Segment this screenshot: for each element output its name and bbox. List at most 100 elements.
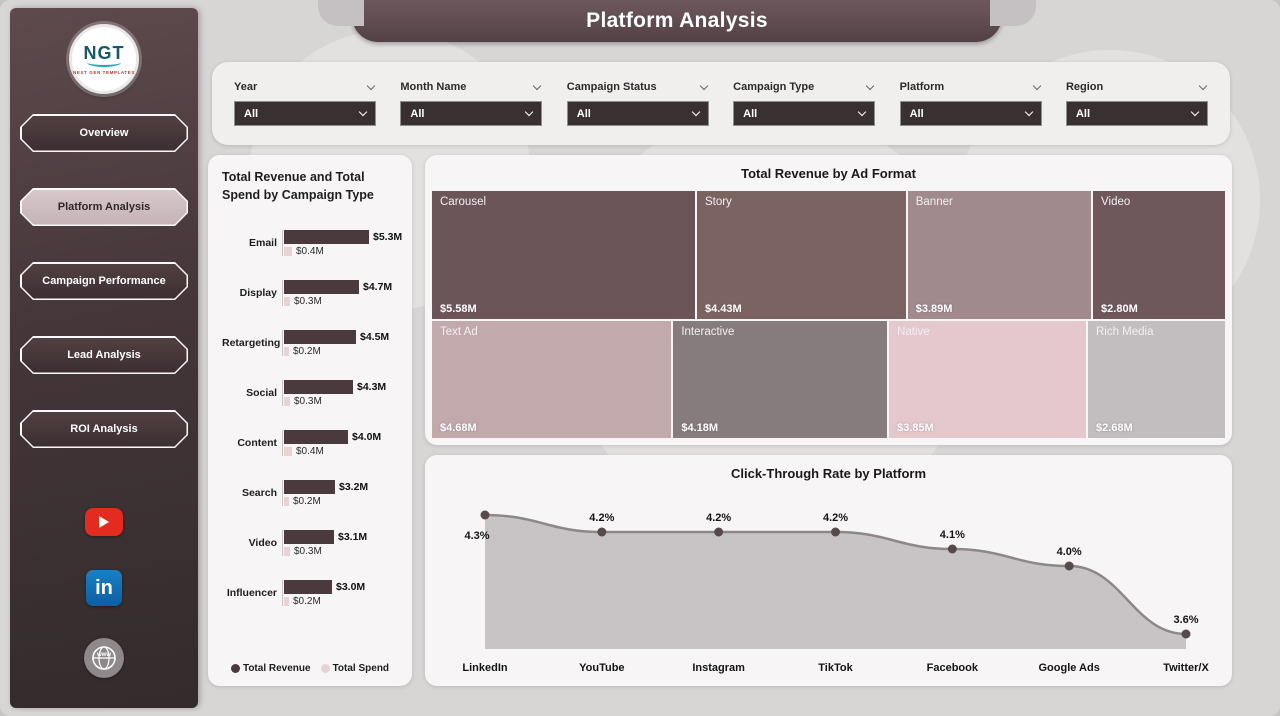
brand-logo: NGT NEXT GEN TEMPLATES	[69, 24, 139, 94]
treemap-cell-carousel[interactable]: Carousel $5.58M	[432, 191, 695, 319]
ctr-point-instagram[interactable]	[714, 527, 724, 537]
treemap-cell-value: $2.80M	[1101, 302, 1138, 315]
spend-bar[interactable]	[284, 247, 292, 256]
treemap-cell-banner[interactable]: Banner $3.89M	[907, 191, 1092, 319]
treemap-cell-label: Story	[704, 196, 732, 208]
revenue-bar[interactable]	[284, 430, 348, 444]
spend-bar[interactable]	[284, 297, 290, 306]
revenue-bar-line: $4.0M	[284, 430, 404, 444]
revenue-bar-line: $4.3M	[284, 380, 404, 394]
spend-bar[interactable]	[284, 497, 289, 506]
chevron-down-icon	[1024, 107, 1033, 117]
filter-selected-value: All	[1075, 107, 1091, 120]
treemap-cell-label: Native	[897, 325, 930, 338]
filter-campaign-status: Campaign Status All	[566, 81, 709, 126]
filter-selected-value: All	[244, 107, 259, 120]
logo-swoosh	[87, 58, 121, 67]
treemap-cell-story[interactable]: Story $4.43M	[696, 191, 906, 319]
sidebar-item-label: Campaign Performance	[42, 275, 166, 287]
chevron-down-icon[interactable]	[366, 81, 376, 90]
revenue-bar-line: $3.1M	[284, 530, 404, 544]
globe-icon[interactable]: www	[84, 638, 124, 678]
sidebar-item-lead-analysis[interactable]: Lead Analysis	[20, 336, 188, 374]
revenue-bar-line: $5.3M	[284, 230, 404, 244]
chevron-down-icon	[1190, 107, 1200, 117]
filter-dropdown[interactable]: All	[899, 101, 1042, 126]
revenue-bar[interactable]	[284, 380, 353, 394]
legend-label: Total Revenue	[242, 663, 311, 674]
filter-year: Year All	[234, 81, 376, 126]
chevron-down-icon[interactable]	[865, 81, 875, 90]
sidebar-item-campaign-performance[interactable]: Campaign Performance	[20, 262, 188, 300]
chevron-down-icon	[691, 107, 701, 117]
filter-label: Year	[234, 81, 258, 93]
bar-group-social: Social $4.3M $0.3M	[222, 368, 404, 418]
treemap-cell-rich-media[interactable]: Rich Media $2.68M	[1087, 320, 1225, 438]
bar-group-display: Display $4.7M $0.3M	[222, 268, 404, 318]
sidebar-item-label: Lead Analysis	[67, 349, 141, 361]
sidebar-item-overview[interactable]: Overview	[20, 114, 188, 152]
revenue-bar[interactable]	[284, 530, 334, 544]
filter-header: Campaign Status	[567, 81, 709, 93]
chevron-down-icon	[857, 107, 867, 117]
sidebar-item-platform-analysis[interactable]: Platform Analysis	[20, 188, 188, 226]
chevron-down-icon[interactable]	[699, 81, 709, 90]
revenue-bar[interactable]	[284, 480, 335, 494]
filter-header: Year	[234, 81, 376, 93]
legend-dot	[230, 664, 240, 673]
filter-dropdown[interactable]: All	[1065, 101, 1208, 126]
treemap-cell-label: Interactive	[681, 325, 735, 338]
bar-pair: $3.1M $0.3M	[282, 530, 404, 557]
revenue-bar-line: $4.5M	[284, 330, 404, 344]
revenue-bar[interactable]	[284, 280, 359, 294]
ctr-panel: Click-Through Rate by Platform 4.3% Linke…	[425, 455, 1232, 686]
revenue-value-label: $4.7M	[363, 281, 393, 293]
bar-category-label: Video	[248, 537, 277, 549]
ctr-value-label: 4.2%	[589, 512, 614, 524]
chevron-down-icon[interactable]	[1198, 81, 1208, 90]
treemap-cell-text-ad[interactable]: Text Ad $4.68M	[432, 320, 672, 438]
treemap-row: Text Ad $4.68M Interactive $4.18M Native $3.8…	[432, 320, 1225, 438]
spend-bar[interactable]	[284, 597, 289, 606]
ctr-point-tiktok[interactable]	[831, 527, 840, 537]
treemap-cell-native[interactable]: Native $3.85M	[889, 320, 1086, 438]
revenue-bar[interactable]	[284, 580, 332, 594]
chevron-down-icon[interactable]	[1032, 81, 1041, 90]
ctr-axis-label-tiktok: TikTok	[818, 662, 853, 674]
svg-text:www: www	[96, 652, 111, 658]
filter-dropdown[interactable]: All	[234, 101, 376, 126]
spend-bar[interactable]	[284, 397, 290, 406]
ctr-point-linkedin[interactable]	[480, 510, 490, 520]
legend-item-total-revenue[interactable]: Total Revenue	[230, 663, 311, 674]
youtube-icon[interactable]	[85, 508, 123, 536]
revenue-bar[interactable]	[284, 230, 369, 244]
chart-title: Click-Through Rate by Platform	[730, 466, 927, 481]
treemap-cell-value: $3.85M	[897, 422, 934, 434]
ctr-point-facebook[interactable]	[947, 544, 957, 554]
filter-dropdown[interactable]: All	[733, 101, 876, 126]
spend-bar[interactable]	[284, 347, 289, 356]
treemap-cell-interactive[interactable]: Interactive $4.18M	[673, 320, 888, 438]
ctr-point-youtube[interactable]	[597, 527, 607, 537]
treemap-cell-label: Video	[1101, 196, 1131, 208]
treemap-cell-video[interactable]: Video $2.80M	[1093, 191, 1225, 319]
ctr-area-chart: 4.3% LinkedIn 4.2% YouTube 4.2% Instagram 4.2%…	[462, 510, 1209, 674]
filter-dropdown[interactable]: All	[400, 101, 543, 126]
chevron-down-icon[interactable]	[533, 81, 542, 90]
filter-bar: Year All Month Name All Campaign Status All Ca…	[212, 62, 1230, 145]
spend-bar-line: $0.4M	[284, 246, 404, 257]
spend-bar[interactable]	[284, 447, 292, 456]
ctr-value-label: 3.6%	[1173, 614, 1198, 626]
ctr-point-google-ads[interactable]	[1064, 561, 1074, 571]
spend-bar[interactable]	[284, 547, 290, 556]
revenue-bar[interactable]	[284, 330, 356, 344]
chevron-down-icon	[525, 107, 534, 117]
treemap-cell-value: $4.43M	[704, 302, 742, 315]
bar-group-retargeting: Retargeting $4.5M $0.2M	[222, 318, 404, 368]
chart-title: Total Revenue and Total Spend by Campaig…	[222, 170, 374, 202]
legend-item-total-spend[interactable]: Total Spend	[320, 663, 389, 674]
ctr-point-twitter-x[interactable]	[1181, 629, 1191, 639]
sidebar-item-roi-analysis[interactable]: ROI Analysis	[20, 410, 188, 448]
filter-dropdown[interactable]: All	[566, 101, 709, 126]
linkedin-icon[interactable]: in	[86, 570, 122, 606]
